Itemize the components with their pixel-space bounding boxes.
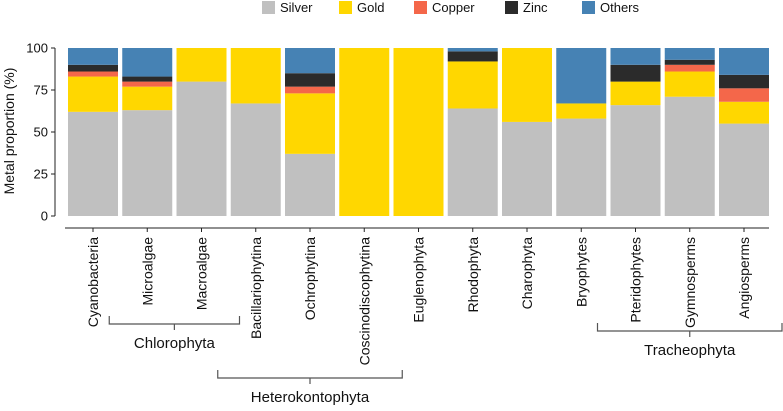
bar-gymnosperms-zinc <box>664 59 715 65</box>
bars <box>68 48 769 216</box>
bar-charophyta-gold <box>502 48 552 122</box>
bar-bacillariophytina-gold <box>230 48 281 104</box>
y-axis-label: Metal proportion (%) <box>1 68 17 195</box>
group-brackets: Chlorophyta Heterokontophyta Tracheophyta <box>108 316 783 406</box>
bar-euglenophyta-gold <box>393 48 444 216</box>
group-label-heterokontophyta: Heterokontophyta <box>251 389 370 406</box>
bar-bryophytes-others <box>556 48 607 104</box>
x-tick-label-bacillariophytina: Bacillariophytina <box>248 237 264 339</box>
bracket-heterokontophyta <box>217 370 403 384</box>
bar-angiosperms-copper <box>719 88 769 102</box>
bar-rhodophyta-silver <box>447 108 498 216</box>
x-tick-label-angiosperms: Angiosperms <box>736 237 752 319</box>
bar-gymnosperms-gold <box>664 71 715 97</box>
bar-pteridophytes-silver <box>610 105 661 216</box>
bar-angiosperms-others <box>719 48 769 75</box>
bar-pteridophytes-others <box>610 48 661 65</box>
bar-ochrophytina-gold <box>285 93 335 154</box>
bar-rhodophyta-gold <box>447 61 498 109</box>
x-tick-label-ochrophytina: Ochrophytina <box>302 237 318 320</box>
bar-bryophytes-gold <box>556 103 607 119</box>
legend-label-silver: Silver <box>280 0 313 15</box>
y-tick-label-0: 0 <box>41 209 48 224</box>
bar-microalgae-copper <box>122 81 173 87</box>
bar-cyanobacteria-copper <box>68 71 118 77</box>
bar-microalgae-silver <box>122 110 173 216</box>
x-tick-label-charophyta: Charophyta <box>519 237 535 310</box>
legend-swatch-silver <box>262 1 275 14</box>
bar-coscinodiscophytina-gold <box>339 48 390 216</box>
x-tick-label-bryophytes: Bryophytes <box>573 237 589 307</box>
bar-microalgae-others <box>122 48 173 77</box>
group-label-chlorophyta: Chlorophyta <box>134 335 216 352</box>
bar-cyanobacteria-others <box>68 48 118 65</box>
bar-cyanobacteria-zinc <box>68 64 118 72</box>
bar-gymnosperms-others <box>664 48 715 60</box>
bar-cyanobacteria-gold <box>68 76 118 112</box>
x-tick-label-cyanobacteria: Cyanobacteria <box>85 237 101 327</box>
bar-gymnosperms-silver <box>664 96 715 216</box>
bar-rhodophyta-zinc <box>447 51 498 62</box>
bar-microalgae-zinc <box>122 76 173 82</box>
bar-bryophytes-silver <box>556 118 607 216</box>
bar-rhodophyta-others <box>447 48 498 52</box>
bracket-tracheophyta <box>596 323 783 337</box>
bar-charophyta-silver <box>502 121 552 216</box>
bar-cyanobacteria-silver <box>68 111 118 216</box>
x-tick-label-macroalgae: Macroalgae <box>194 237 210 310</box>
legend: Silver Gold Copper Zinc Others <box>262 0 640 15</box>
legend-swatch-others <box>582 1 595 14</box>
y-tick-label-25: 25 <box>34 167 48 182</box>
legend-swatch-zinc <box>505 1 518 14</box>
bar-angiosperms-gold <box>719 101 769 124</box>
y-tick-label-100: 100 <box>26 41 48 56</box>
legend-swatch-gold <box>339 1 352 14</box>
x-tick-label-pteridophytes: Pteridophytes <box>628 237 644 323</box>
bracket-chlorophyta <box>108 316 241 330</box>
bar-pteridophytes-gold <box>610 81 661 106</box>
x-tick-label-rhodophyta: Rhodophyta <box>465 237 481 313</box>
legend-label-gold: Gold <box>357 0 384 15</box>
legend-label-zinc: Zinc <box>523 0 548 15</box>
x-tick-label-microalgae: Microalgae <box>139 237 155 306</box>
bar-ochrophytina-others <box>285 48 335 74</box>
bar-ochrophytina-zinc <box>285 73 335 87</box>
x-tick-label-euglenophyta: Euglenophyta <box>411 237 427 323</box>
group-label-tracheophyta: Tracheophyta <box>644 342 736 359</box>
bar-ochrophytina-copper <box>285 86 335 94</box>
bar-macroalgae-silver <box>176 81 227 216</box>
legend-swatch-copper <box>414 1 427 14</box>
y-tick-label-50: 50 <box>34 125 48 140</box>
bar-gymnosperms-copper <box>664 64 715 72</box>
bar-pteridophytes-zinc <box>610 64 661 82</box>
bar-angiosperms-silver <box>719 123 769 216</box>
legend-label-copper: Copper <box>432 0 475 15</box>
bar-macroalgae-gold <box>176 48 227 82</box>
bar-microalgae-gold <box>122 86 173 111</box>
y-tick-label-75: 75 <box>34 83 48 98</box>
bar-angiosperms-zinc <box>719 74 769 89</box>
bar-bacillariophytina-silver <box>230 103 281 216</box>
x-tick-label-gymnosperms: Gymnosperms <box>682 237 698 328</box>
x-tick-label-coscinodiscophytina: Coscinodiscophytina <box>356 237 372 366</box>
axes: 0 25 50 75 100 Cyanobacteria Microalgae Macroal… <box>26 41 769 366</box>
legend-label-others: Others <box>600 0 640 15</box>
bar-ochrophytina-silver <box>285 153 335 216</box>
